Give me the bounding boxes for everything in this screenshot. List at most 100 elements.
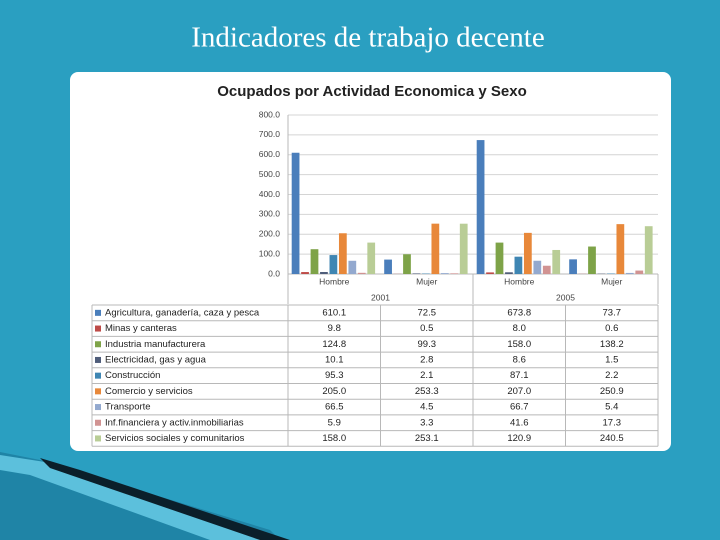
table-cell: 158.0: [322, 433, 346, 444]
y-tick-label: 700.0: [259, 129, 281, 139]
y-tick-label: 0.0: [268, 268, 280, 278]
table-cell: 5.4: [605, 402, 618, 413]
x-tick-label: Mujer: [601, 276, 622, 286]
bar: [635, 270, 644, 274]
table-cell: 207.0: [507, 386, 531, 397]
table-cell: 8.6: [513, 354, 526, 365]
bar: [310, 249, 319, 274]
table-cell: 0.5: [420, 323, 433, 334]
bar: [459, 223, 468, 274]
bar: [403, 254, 411, 274]
legend-swatch: [95, 309, 101, 316]
bar: [291, 152, 300, 274]
table-cell: 250.9: [600, 386, 624, 397]
table-cell: 95.3: [325, 370, 344, 381]
x-tick-label: Hombre: [504, 276, 535, 286]
x-group-label: 2001: [371, 292, 390, 302]
table-cell: 73.7: [603, 307, 622, 318]
table-cell: 120.9: [507, 433, 531, 444]
bar: [514, 256, 523, 274]
table-cell: 2.8: [420, 354, 433, 365]
table-cell: 205.0: [322, 386, 346, 397]
bar: [440, 273, 449, 274]
bar: [533, 260, 542, 274]
bar: [450, 273, 459, 274]
chart-title: Ocupados por Actividad Economica y Sexo: [217, 83, 527, 100]
bar: [505, 272, 513, 274]
legend-label: Minas y canteras: [105, 323, 177, 334]
table-cell: 66.5: [325, 402, 344, 413]
legend-label: Servicios sociales y comunitarios: [105, 433, 245, 444]
bar: [320, 271, 328, 274]
table-cell: 9.8: [328, 323, 341, 334]
table-cell: 1.5: [605, 354, 618, 365]
legend-swatch: [95, 325, 101, 332]
table-cell: 41.6: [510, 417, 529, 428]
bar: [523, 232, 532, 274]
table-cell: 2.2: [605, 370, 618, 381]
bar: [338, 233, 347, 274]
bar: [431, 223, 440, 274]
bar: [329, 255, 338, 274]
bar: [357, 272, 366, 274]
table-cell: 2.1: [420, 370, 433, 381]
table-cell: 253.3: [415, 386, 439, 397]
legend-label: Comercio y servicios: [105, 386, 193, 397]
bar: [412, 273, 421, 274]
slide-title: Indicadores de trabajo decente: [191, 22, 544, 54]
bar: [588, 246, 596, 274]
y-tick-label: 200.0: [259, 229, 281, 239]
decor-swoosh: [40, 458, 290, 540]
legend-label: Inf.financiera y activ.inmobiliarias: [105, 417, 244, 428]
y-tick-label: 500.0: [259, 169, 281, 179]
table-cell: 3.3: [420, 417, 433, 428]
table-cell: 0.6: [605, 323, 618, 334]
table-cell: 66.7: [510, 402, 529, 413]
bar: [495, 242, 504, 274]
y-tick-label: 300.0: [259, 209, 281, 219]
table-cell: 99.3: [418, 339, 437, 350]
bar: [486, 272, 494, 274]
bar: [552, 249, 561, 274]
table-cell: 8.0: [513, 323, 526, 334]
legend-swatch: [95, 404, 101, 411]
legend-swatch: [95, 341, 101, 348]
legend-label: Electricidad, gas y agua: [105, 354, 207, 365]
x-tick-label: Hombre: [319, 276, 350, 286]
y-tick-label: 400.0: [259, 189, 281, 199]
x-group-label: 2005: [556, 292, 575, 302]
legend-label: Industria manufacturera: [105, 339, 206, 350]
table-cell: 240.5: [600, 433, 624, 444]
table-cell: 253.1: [415, 433, 439, 444]
table-cell: 72.5: [418, 307, 437, 318]
bar: [476, 140, 485, 274]
bar: [367, 242, 376, 274]
bar: [616, 224, 625, 274]
table-cell: 17.3: [603, 417, 622, 428]
x-tick-label: Mujer: [416, 276, 437, 286]
bar: [569, 259, 577, 274]
table-cell: 138.2: [600, 339, 624, 350]
legend-label: Transporte: [105, 402, 151, 413]
legend-swatch: [95, 435, 101, 442]
legend-label: Construcción: [105, 370, 160, 381]
table-cell: 4.5: [420, 402, 433, 413]
bar: [348, 260, 357, 274]
bar: [625, 272, 634, 274]
table-cell: 158.0: [507, 339, 531, 350]
table-cell: 87.1: [510, 370, 529, 381]
table-cell: 10.1: [325, 354, 344, 365]
y-tick-label: 100.0: [259, 248, 281, 258]
table-cell: 124.8: [322, 339, 346, 350]
bar: [644, 226, 653, 274]
legend-swatch: [95, 388, 101, 395]
table-cell: 5.9: [328, 417, 341, 428]
table-cell: 673.8: [507, 307, 531, 318]
bar: [384, 259, 392, 274]
legend-swatch: [95, 372, 101, 379]
y-tick-label: 600.0: [259, 149, 281, 159]
y-tick-label: 800.0: [259, 109, 281, 119]
bar: [542, 265, 551, 274]
legend-swatch: [95, 356, 101, 363]
